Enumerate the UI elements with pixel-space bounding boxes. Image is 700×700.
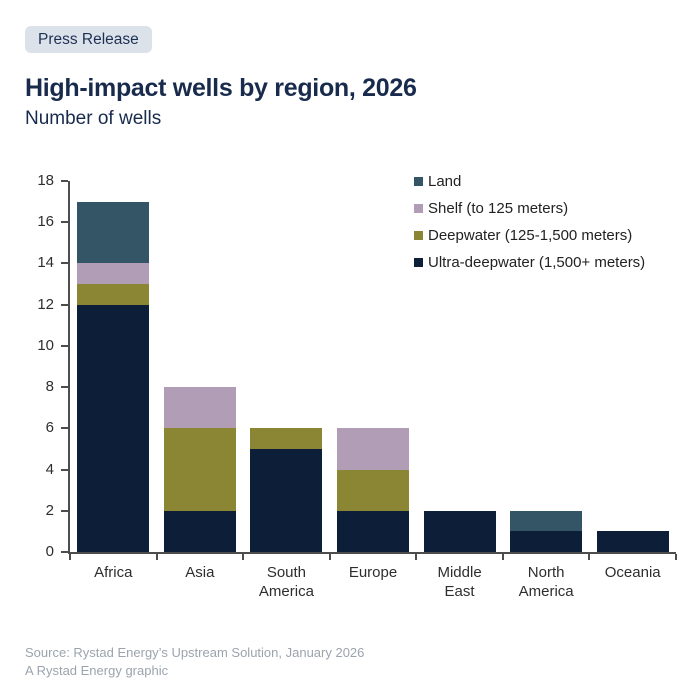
x-axis-label: Europe bbox=[348, 564, 398, 581]
x-tick bbox=[328, 554, 331, 560]
source-text: Source: Rystad Energy’s Upstream Solutio… bbox=[25, 645, 365, 660]
x-axis-label: Middle East bbox=[437, 564, 482, 600]
x-tick bbox=[155, 554, 158, 560]
legend-label-ultra-deepwater: Ultra-deepwater (1,500+ meters) bbox=[428, 253, 646, 271]
bar-segment-south-america bbox=[250, 448, 323, 552]
y-tick bbox=[61, 509, 68, 512]
y-tick bbox=[61, 344, 68, 347]
x-axis-label: Asia bbox=[185, 564, 215, 581]
x-tick bbox=[675, 554, 677, 560]
chart-legend: Land Shelf (to 125 meters) Deepwater (12… bbox=[414, 172, 645, 280]
bar-segment-asia bbox=[163, 428, 236, 511]
bar-segment-africa bbox=[77, 304, 150, 552]
legend-item-ultra-deepwater: Ultra-deepwater (1,500+ meters) bbox=[414, 253, 645, 271]
bar-segment-north-america bbox=[510, 510, 583, 532]
x-axis-label: North America bbox=[518, 564, 574, 600]
bar-segment-africa bbox=[77, 263, 150, 285]
y-tick bbox=[61, 468, 68, 471]
chart-footer: Source: Rystad Energy’s Upstream Solutio… bbox=[25, 644, 364, 680]
y-tick bbox=[61, 427, 68, 430]
y-tick-label: 14 bbox=[37, 254, 54, 272]
y-tick-label: 16 bbox=[37, 213, 54, 231]
legend-label-shelf: Shelf (to 125 meters) bbox=[428, 199, 569, 217]
legend-swatch-deepwater-icon bbox=[414, 230, 423, 240]
bar-segment-south-america bbox=[250, 428, 323, 449]
y-tick-label: 8 bbox=[45, 378, 54, 396]
legend-label-deepwater: Deepwater (125-1,500 meters) bbox=[428, 226, 633, 244]
legend-item-deepwater: Deepwater (125-1,500 meters) bbox=[414, 226, 645, 244]
press-release-badge[interactable]: Press Release bbox=[25, 26, 152, 53]
y-tick-label: 4 bbox=[45, 460, 54, 478]
bar-segment-europe bbox=[337, 428, 409, 470]
y-axis-line bbox=[68, 181, 70, 554]
bar-segment-europe bbox=[337, 510, 409, 552]
bar-segment-asia bbox=[163, 510, 236, 552]
legend-item-land: Land bbox=[414, 172, 645, 190]
y-tick-label: 10 bbox=[37, 336, 54, 354]
bar-segment-asia bbox=[163, 387, 236, 429]
y-tick-label: 0 bbox=[45, 543, 54, 560]
legend-label-land: Land bbox=[428, 172, 462, 190]
bar-segment-africa bbox=[77, 284, 150, 305]
y-tick-label: 2 bbox=[45, 501, 54, 519]
credit-text: A Rystad Energy graphic bbox=[25, 663, 169, 678]
y-tick bbox=[61, 551, 68, 553]
x-tick bbox=[588, 554, 591, 560]
legend-swatch-shelf-icon bbox=[414, 203, 423, 213]
x-tick bbox=[242, 554, 245, 560]
y-tick bbox=[61, 303, 68, 306]
y-tick-label: 6 bbox=[45, 419, 54, 437]
x-axis-label: Oceania bbox=[604, 564, 661, 581]
x-tick bbox=[501, 554, 504, 560]
x-axis-label: South America bbox=[258, 564, 314, 600]
y-tick bbox=[61, 262, 68, 265]
y-tick bbox=[61, 386, 68, 389]
bar-segment-africa bbox=[77, 201, 150, 264]
x-axis-label: Africa bbox=[94, 564, 133, 581]
legend-swatch-ultra-deepwater-icon bbox=[414, 257, 423, 267]
bar-segment-north-america bbox=[510, 531, 583, 552]
y-tick bbox=[61, 180, 68, 182]
bar-segment-middle-east bbox=[423, 510, 496, 552]
x-axis-line bbox=[68, 552, 676, 554]
bar-segment-europe bbox=[337, 469, 409, 511]
legend-item-shelf: Shelf (to 125 meters) bbox=[414, 199, 645, 217]
chart-subtitle: Number of wells bbox=[25, 108, 162, 129]
x-tick bbox=[415, 554, 418, 560]
x-tick bbox=[69, 554, 71, 560]
chart-title: High-impact wells by region, 2026 bbox=[25, 74, 417, 102]
y-tick-label: 12 bbox=[37, 295, 54, 313]
y-tick-label: 18 bbox=[37, 172, 54, 189]
y-tick bbox=[61, 221, 68, 224]
bar-segment-oceania bbox=[596, 531, 669, 552]
legend-swatch-land-icon bbox=[414, 176, 423, 186]
